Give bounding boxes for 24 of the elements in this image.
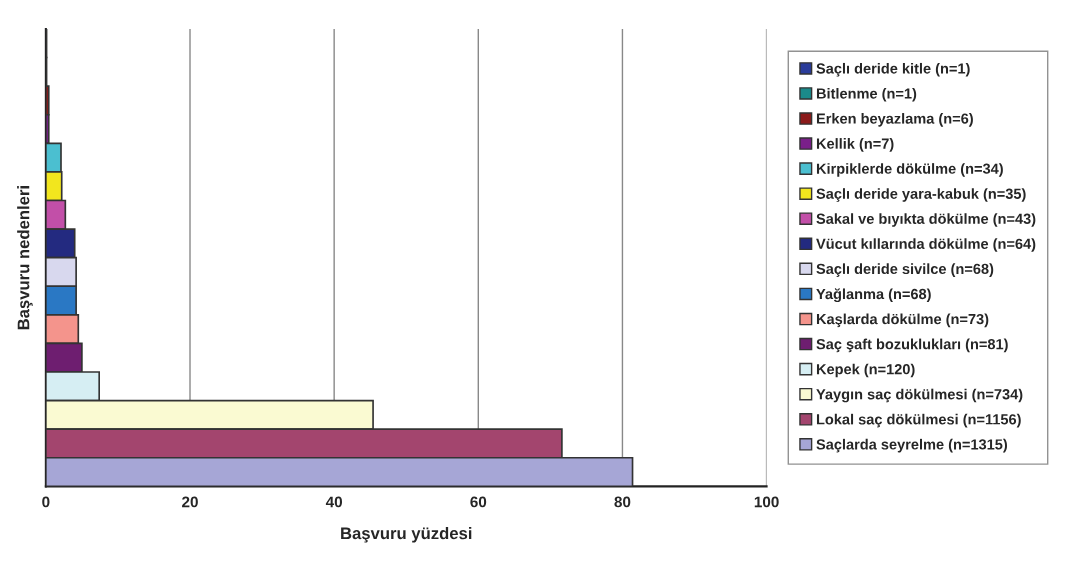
legend-label: Kirpiklerde dökülme (n=34) [816, 163, 1003, 177]
legend-label: Saçlı deride yara-kabuk (n=35) [816, 188, 1026, 202]
x-tick-label: 60 [470, 496, 487, 508]
legend-label: Kepek (n=120) [816, 363, 915, 378]
legend-label: Erken beyazlama (n=6) [816, 113, 973, 127]
x-tick-label: 80 [614, 496, 631, 508]
legend-label: Kellik (n=7) [816, 138, 894, 152]
x-tick-label: 20 [182, 496, 198, 508]
legend-label: Saçlı deride kitle (n=1) [816, 62, 970, 77]
legend-label: Lokal saç dökülmesi (n=1156) [816, 413, 1021, 428]
legend-label: Bitlenme (n=1) [816, 87, 917, 102]
y-axis-title: Başvuru nedenleri [17, 186, 33, 330]
legend-label: Vücut kıllarında dökülme (n=64) [816, 238, 1036, 252]
legend-label: Saç şaft bozuklukları (n=81) [816, 338, 1008, 353]
legend-label: Sakal ve bıyıkta dökülme (n=43) [816, 213, 1036, 227]
legend-label: Saçlarda seyrelme (n=1315) [816, 438, 1008, 453]
legend-label: Saçlı deride sivilce (n=68) [816, 263, 994, 277]
x-axis-title: Başvuru yüzdesi [341, 526, 472, 543]
legend-label: Yaygın saç dökülmesi (n=734) [816, 388, 1023, 403]
x-tick-label: 0 [42, 496, 50, 508]
legend-label: Yağlanma (n=68) [816, 288, 931, 303]
x-tick-label: 100 [754, 496, 779, 508]
legend-label: Kaşlarda dökülme (n=73) [816, 313, 989, 328]
x-tick-label: 40 [325, 496, 343, 508]
